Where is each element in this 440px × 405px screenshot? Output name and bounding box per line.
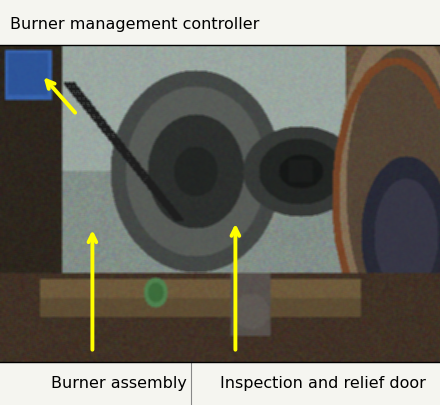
Text: Burner assembly: Burner assembly [51, 376, 187, 391]
Text: Inspection and relief door: Inspection and relief door [220, 376, 426, 391]
Text: Burner management controller: Burner management controller [10, 17, 259, 32]
